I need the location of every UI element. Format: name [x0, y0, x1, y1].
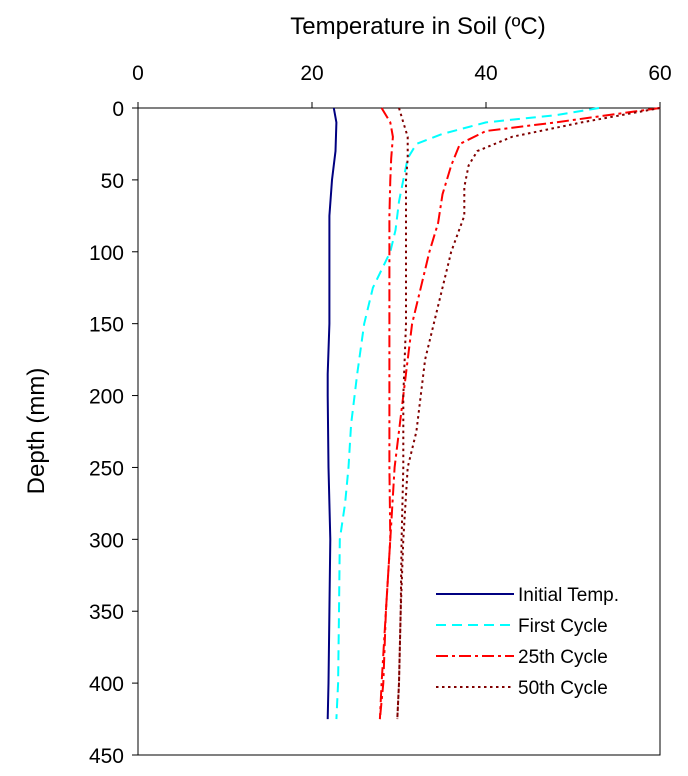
y-tick-label: 50 [101, 170, 124, 193]
y-axis: 0 50 100 150 200 250 300 350 400 450 [89, 98, 138, 768]
y-tick-label: 100 [89, 242, 124, 265]
y-tick-label: 0 [112, 98, 124, 121]
legend-label: First Cycle [518, 616, 608, 637]
legend-label: 25th Cycle [518, 647, 608, 668]
y-tick-label: 400 [89, 673, 124, 696]
y-tick-label: 250 [89, 457, 124, 480]
x-axis: 0 20 40 60 [132, 62, 672, 108]
x-tick-label: 60 [648, 62, 671, 85]
series-line-2 [378, 107, 661, 720]
legend-label: 50th Cycle [518, 678, 608, 699]
series-line-0 [326, 107, 338, 720]
series-line-4 [378, 107, 394, 720]
series-line-3 [396, 107, 661, 720]
y-tick-label: 150 [89, 314, 124, 337]
x-axis-title: Temperature in Soil (ºC) [290, 13, 546, 40]
legend: Initial Temp. First Cycle 25th Cycle 50th C… [436, 585, 619, 699]
series-line-5 [396, 107, 409, 720]
y-tick-label: 200 [89, 386, 124, 409]
x-tick-label: 0 [132, 62, 144, 85]
y-axis-title: Depth (mm) [23, 368, 50, 495]
legend-label: Initial Temp. [518, 585, 619, 606]
y-tick-label: 450 [89, 745, 124, 768]
plot-area [137, 107, 661, 756]
y-tick-label: 300 [89, 529, 124, 552]
x-tick-label: 20 [300, 62, 323, 85]
series-line-1 [335, 107, 600, 720]
y-tick-label: 350 [89, 601, 124, 624]
x-tick-label: 40 [474, 62, 497, 85]
